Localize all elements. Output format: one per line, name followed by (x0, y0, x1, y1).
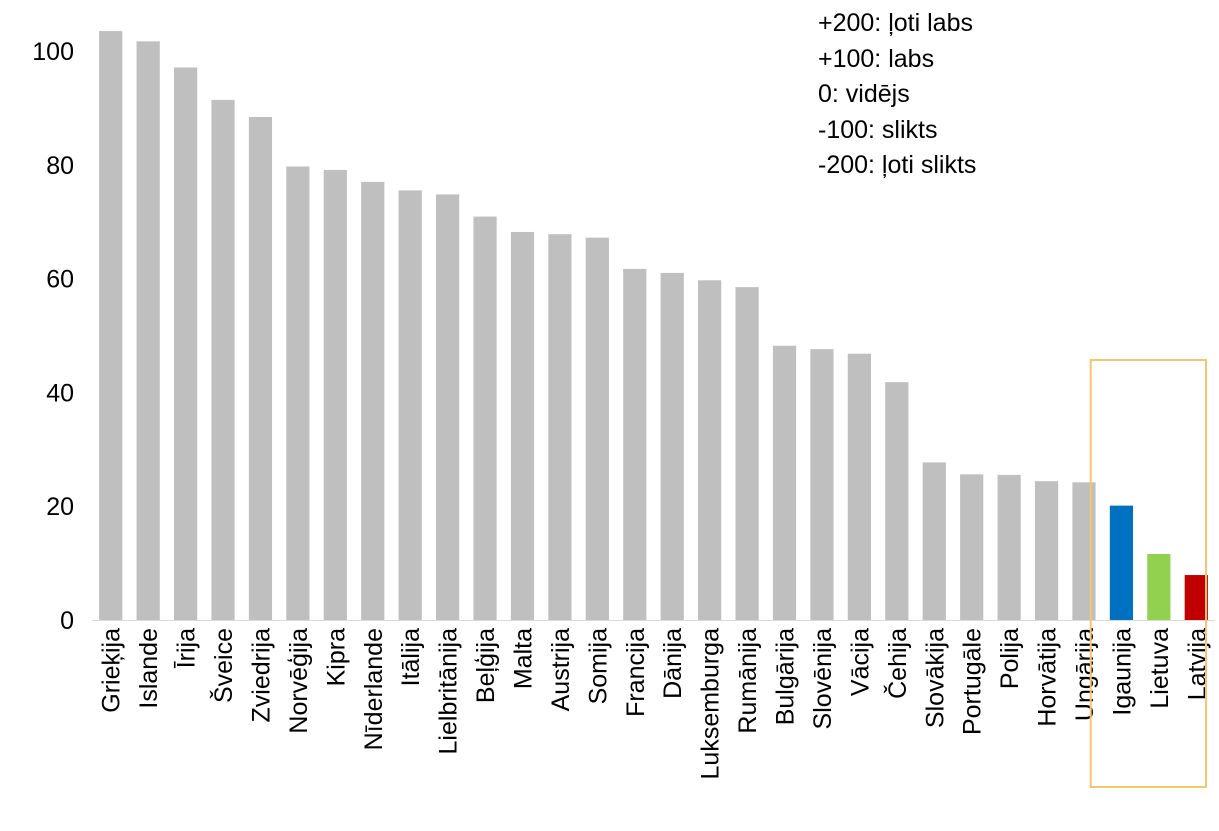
x-tick-label: Kipra (322, 628, 350, 686)
x-tick-label: Norvēģija (285, 628, 313, 734)
bar (585, 237, 609, 620)
x-tick-label: Grieķija (98, 628, 126, 713)
x-tick-label: Austrija (547, 628, 575, 711)
bar (960, 474, 984, 620)
bar (847, 353, 871, 620)
bar (473, 216, 497, 621)
legend-line: 0: vidējs (818, 80, 910, 108)
y-tick-label: 20 (46, 493, 74, 521)
x-tick-label: Bulgārija (772, 628, 800, 725)
x-tick-label: Lietuva (1146, 628, 1174, 709)
x-tick-label: Rumānija (734, 628, 762, 734)
y-tick-label: 60 (46, 266, 74, 294)
bar (772, 345, 797, 620)
x-tick-label: Ungārija (1071, 628, 1099, 721)
x-tick-label: Polija (996, 628, 1024, 689)
x-tick-label: Lielbritānija (435, 628, 463, 755)
bar (548, 234, 572, 620)
x-tick-label: Malta (509, 628, 537, 689)
bar (660, 272, 684, 620)
x-tick-label: Itālija (397, 628, 425, 686)
bar (99, 31, 123, 620)
bar (1147, 553, 1171, 620)
baltic-highlight-box (1089, 359, 1207, 788)
y-tick-label: 80 (46, 152, 74, 180)
bar (1072, 482, 1096, 620)
x-tick-label: Igaunija (1108, 628, 1136, 716)
bar (173, 67, 198, 621)
bar (323, 169, 347, 620)
legend-line: +100: labs (818, 44, 935, 73)
x-tick-label: Čehija (883, 628, 912, 699)
x-tick-label: Beļģija (472, 628, 500, 703)
x-tick-label: Islande (135, 628, 163, 709)
bar (361, 181, 385, 620)
x-tick-label: Vācija (846, 628, 874, 696)
x-tick-label: Somija (584, 628, 612, 705)
x-axis-labels: Grieķija Islande Īrija Šveice Zviedrija Norvē… (98, 628, 1212, 780)
bar (1034, 481, 1059, 620)
x-tick-label: Zviedrija (247, 628, 275, 723)
x-tick-label: Dānija (659, 628, 687, 699)
bar (286, 166, 310, 620)
x-tick-label: Horvātija (1034, 628, 1062, 727)
bar (885, 382, 909, 620)
x-tick-label: Francija (622, 628, 650, 717)
bar (810, 349, 834, 620)
bar (1109, 505, 1134, 620)
bar (510, 231, 535, 620)
x-tick-label: Luksemburga (697, 628, 725, 780)
score-legend: +200: ļoti labs +100: labs 0: vidējs -10… (818, 6, 976, 184)
bar (398, 190, 422, 620)
x-tick-label: Latvija (1183, 628, 1211, 700)
bar (735, 287, 759, 620)
y-tick-label: 100 (32, 38, 74, 66)
legend-line: +200: ļoti labs (818, 9, 973, 37)
bar (997, 474, 1021, 620)
bar (922, 462, 946, 620)
y-tick-label: 0 (60, 607, 74, 635)
bar (1184, 575, 1208, 620)
bar (436, 194, 460, 620)
x-tick-label: Šveice (209, 628, 238, 703)
y-tick-label: 40 (46, 379, 74, 407)
x-tick-label: Slovākija (921, 628, 949, 728)
x-tick-label: Īrija (173, 628, 201, 668)
bar (211, 99, 235, 620)
bar (248, 117, 273, 620)
bars (99, 31, 1208, 621)
y-axis: 0 20 40 60 80 100 (32, 38, 74, 635)
bar (623, 268, 647, 620)
x-tick-label: Slovēnija (809, 628, 837, 730)
legend-line: -100: slikts (818, 115, 938, 144)
bar (698, 280, 722, 620)
x-tick-label: Portugāle (959, 628, 987, 735)
x-tick-label: Nīderlande (360, 628, 388, 750)
bar (136, 41, 160, 620)
legend-line: -200: ļoti slikts (818, 151, 977, 179)
